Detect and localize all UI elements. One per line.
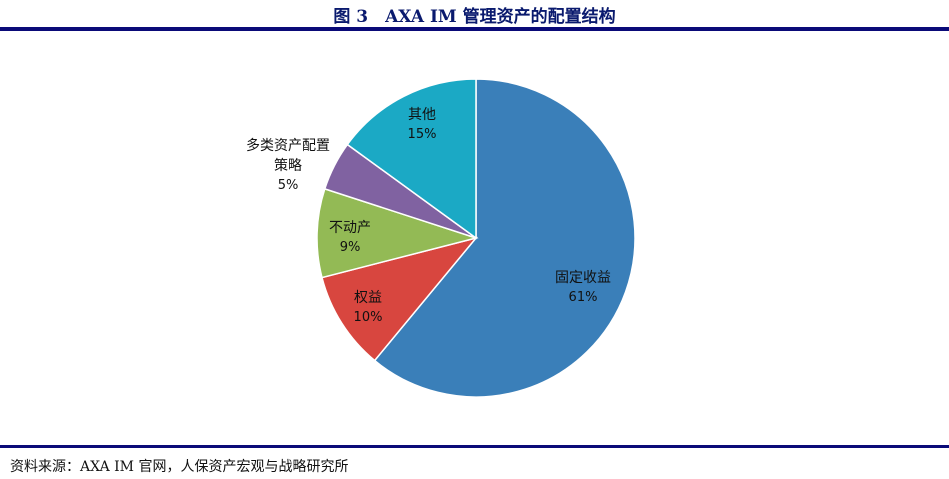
slice-label-multi-asset: 多类资产配置策略 5%	[243, 136, 333, 196]
source-note: 资料来源：AXA IM 官网，人保资产宏观与战略研究所	[10, 459, 349, 475]
slice-name: 权益	[354, 290, 382, 306]
footer-rule	[0, 445, 949, 448]
pie-slice-0	[373, 78, 636, 398]
figure-title: 图 3 AXA IM 管理资产的配置结构	[333, 7, 616, 27]
slice-percent: 9%	[339, 240, 361, 255]
slice-percent: 10%	[353, 310, 383, 325]
slice-label-fixed-income: 固定收益 61%	[555, 268, 611, 308]
slice-label-real-estate: 不动产 9%	[329, 218, 371, 258]
slice-label-other: 其他 15%	[408, 105, 437, 145]
slice-percent: 61%	[568, 290, 598, 305]
slice-name: 固定收益	[555, 270, 611, 286]
pie-slice-2	[316, 187, 479, 279]
title-rule	[0, 27, 949, 31]
slice-name: 不动产	[329, 220, 371, 236]
pie-slice-4	[346, 78, 477, 240]
slice-name: 其他	[408, 107, 436, 123]
slice-name: 多类资产配置策略	[246, 138, 330, 174]
slice-percent: 5%	[277, 178, 299, 193]
pie-slice-1	[321, 236, 479, 362]
slice-percent: 15%	[407, 127, 437, 142]
slice-label-equity: 权益 10%	[354, 288, 383, 328]
